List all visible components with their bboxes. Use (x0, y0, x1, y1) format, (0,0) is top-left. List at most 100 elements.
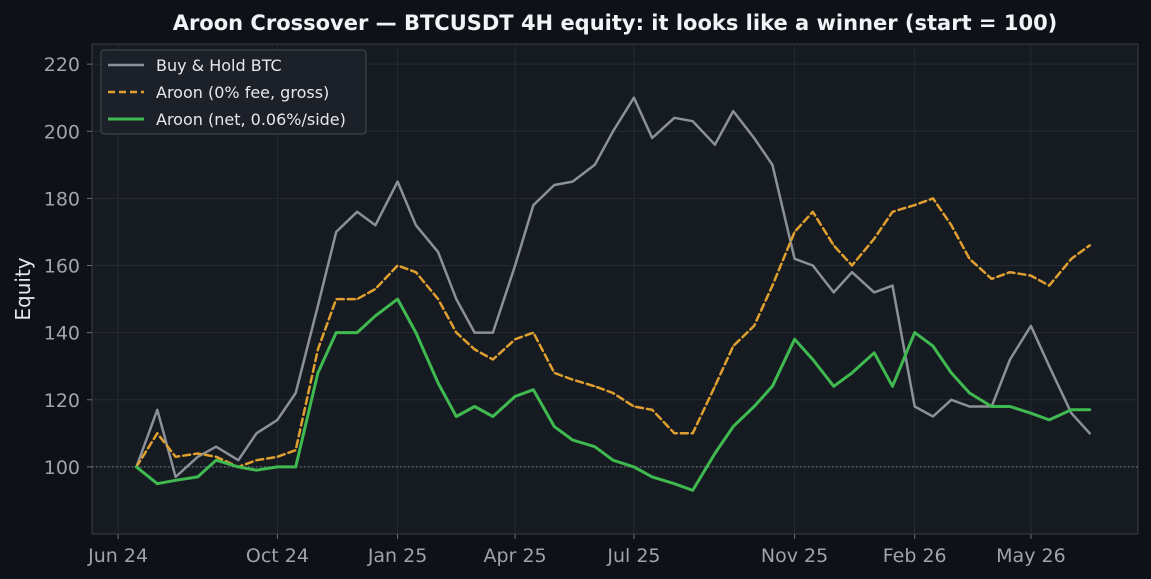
series-point-1 (968, 258, 971, 260)
series-point-2 (732, 425, 734, 428)
series-point-2 (255, 469, 258, 472)
series-point-2 (156, 482, 159, 485)
series-point-1 (335, 298, 338, 300)
series-point-2 (514, 395, 516, 398)
series-point-2 (950, 372, 953, 374)
series-point-0 (174, 476, 177, 478)
series-point-0 (1070, 412, 1073, 415)
series-point-2 (633, 466, 635, 468)
series-point-0 (950, 399, 953, 401)
series-point-0 (294, 392, 297, 394)
series-point-1 (1070, 258, 1073, 260)
series-point-0 (612, 130, 614, 133)
series-point-1 (455, 331, 458, 334)
series-point-1 (514, 338, 516, 341)
series-point-0 (771, 164, 774, 166)
series-point-1 (612, 392, 614, 394)
series-point-2 (396, 298, 399, 300)
series-point-2 (335, 331, 338, 334)
series-point-1 (851, 264, 853, 267)
series-point-1 (1088, 244, 1091, 247)
series-point-2 (753, 405, 755, 408)
series-point-0 (156, 409, 159, 411)
series-point-1 (1030, 274, 1032, 277)
series-point-0 (532, 204, 535, 206)
series-point-2 (932, 345, 934, 347)
series-point-0 (873, 291, 875, 294)
series-point-1 (215, 456, 217, 458)
series-point-0 (673, 117, 676, 119)
series-point-1 (276, 456, 279, 458)
series-point-1 (156, 432, 159, 435)
x-tick-label: Feb 26 (883, 545, 947, 567)
series-point-0 (932, 415, 934, 418)
series-point-1 (255, 459, 258, 462)
series-point-0 (473, 331, 476, 334)
series-point-0 (594, 164, 596, 166)
series-point-2 (1048, 419, 1050, 421)
series-point-0 (1009, 358, 1011, 361)
series-point-1 (691, 432, 694, 435)
series-point-2 (612, 459, 614, 462)
series-point-2 (851, 372, 853, 374)
series-point-0 (437, 251, 439, 253)
legend-label-1: Aroon (0% fee, gross) (156, 83, 329, 102)
series-point-2 (135, 466, 138, 468)
series-point-1 (317, 348, 319, 351)
series-point-0 (317, 305, 319, 307)
x-tick-label: Jun 24 (87, 545, 148, 567)
legend-label-2: Aroon (net, 0.06%/side) (156, 110, 346, 129)
x-tick-label: Jul 25 (606, 545, 660, 567)
series-point-2 (1030, 412, 1032, 415)
series-point-1 (1048, 284, 1050, 287)
series-point-0 (812, 264, 814, 267)
y-tick-label: 100 (44, 457, 80, 479)
series-point-1 (633, 405, 635, 408)
series-point-0 (455, 298, 458, 300)
series-point-0 (237, 459, 240, 462)
series-point-1 (374, 288, 377, 290)
series-point-1 (651, 409, 653, 411)
series-point-2 (793, 338, 796, 341)
series-point-2 (1070, 409, 1073, 411)
y-tick-label: 200 (44, 121, 80, 143)
series-point-2 (873, 352, 875, 354)
series-point-1 (553, 372, 556, 374)
series-point-0 (1048, 365, 1050, 368)
series-point-2 (691, 489, 694, 492)
y-axis-title: Equity (11, 257, 35, 320)
series-point-1 (1009, 271, 1011, 274)
series-point-1 (793, 231, 796, 233)
series-point-2 (968, 392, 971, 394)
series-point-1 (473, 348, 476, 351)
series-point-0 (514, 264, 516, 267)
series-point-1 (714, 385, 716, 388)
series-point-0 (732, 110, 734, 112)
series-group (134, 96, 1092, 492)
series-point-2 (891, 385, 894, 388)
series-point-2 (437, 382, 439, 384)
series-point-0 (553, 184, 556, 186)
series-point-2 (356, 331, 358, 334)
series-point-1 (950, 224, 953, 226)
x-tick-label: Nov 25 (761, 545, 828, 567)
series-point-2 (237, 466, 240, 468)
series-point-1 (673, 432, 676, 435)
series-point-1 (732, 345, 734, 347)
series-point-1 (771, 284, 774, 287)
series-point-0 (1030, 325, 1032, 327)
series-point-0 (215, 445, 217, 448)
series-point-2 (455, 415, 458, 418)
series-point-0 (1088, 432, 1091, 435)
series-point-2 (594, 445, 596, 448)
series-point-0 (374, 224, 377, 226)
series-point-2 (812, 358, 814, 361)
series-point-0 (571, 180, 574, 183)
series-point-2 (673, 482, 676, 485)
series-point-2 (294, 466, 297, 468)
series-point-1 (532, 331, 535, 334)
series-point-2 (832, 385, 835, 388)
series-point-2 (714, 452, 716, 455)
series-point-1 (990, 278, 993, 280)
x-tick-label: Jan 25 (367, 545, 428, 567)
